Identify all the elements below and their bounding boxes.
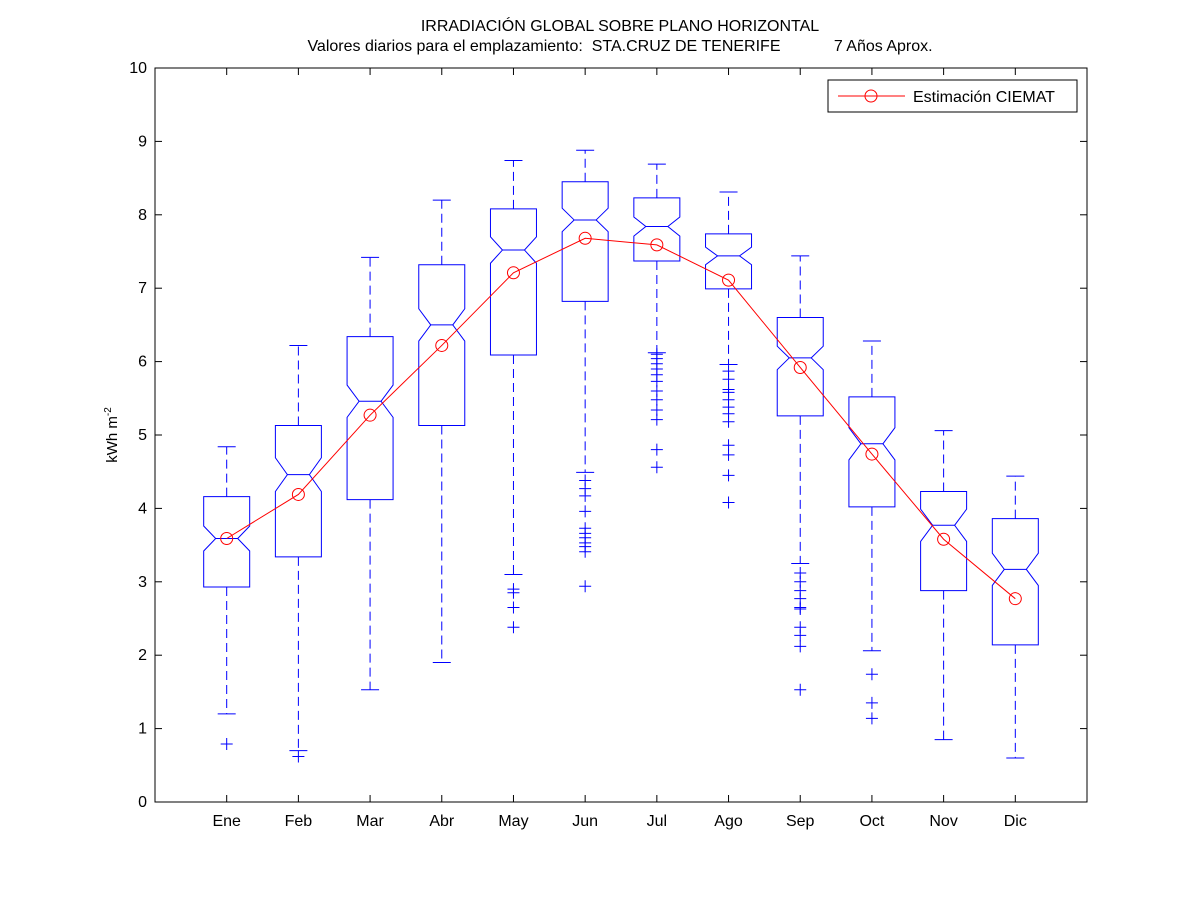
y-tick-label: 3 bbox=[138, 574, 147, 591]
notched-box bbox=[848, 396, 896, 508]
outlier-marker bbox=[507, 586, 520, 599]
outlier-marker bbox=[722, 373, 735, 386]
boxplot-mar bbox=[346, 256, 394, 691]
y-axis-label-superscript: -2 bbox=[103, 407, 114, 416]
chart-subtitle: Valores diarios para el emplazamiento: S… bbox=[307, 38, 933, 55]
y-tick-label: 10 bbox=[129, 60, 147, 77]
outlier-marker bbox=[722, 469, 735, 482]
y-tick-label: 7 bbox=[138, 280, 147, 297]
boxplot-oct bbox=[848, 340, 896, 725]
outlier-marker bbox=[579, 580, 592, 593]
y-axis-label: kWh m-2 bbox=[103, 407, 121, 463]
x-tick-label: Nov bbox=[929, 813, 957, 830]
boxplot-sep bbox=[776, 255, 824, 696]
outlier-marker bbox=[220, 738, 233, 751]
outlier-marker bbox=[794, 602, 807, 615]
outlier-marker bbox=[579, 489, 592, 502]
legend-label: Estimación CIEMAT bbox=[913, 89, 1055, 106]
axes-frame bbox=[154, 67, 1088, 803]
series-line-estimacion bbox=[226, 237, 1016, 600]
notched-box bbox=[633, 197, 681, 262]
x-tick-label: Oct bbox=[859, 813, 884, 830]
boxplot-may bbox=[489, 159, 537, 634]
x-tick-label: Abr bbox=[429, 813, 455, 830]
notched-box bbox=[776, 317, 824, 417]
series-point-estimacion bbox=[1008, 592, 1022, 606]
notched-box bbox=[489, 208, 537, 356]
boxplot-nov bbox=[920, 430, 968, 741]
x-tick-label: Dic bbox=[1004, 813, 1027, 830]
outlier-marker bbox=[865, 668, 878, 681]
notched-box bbox=[274, 424, 322, 558]
notched-box bbox=[705, 233, 753, 290]
outlier-marker bbox=[865, 696, 878, 709]
x-tick-label: May bbox=[498, 813, 528, 830]
y-tick-label: 4 bbox=[138, 500, 147, 517]
outlier-marker bbox=[794, 683, 807, 696]
series-point-estimacion bbox=[937, 532, 951, 546]
boxplot-ago bbox=[705, 191, 753, 509]
outlier-marker bbox=[650, 413, 663, 426]
series-point-estimacion bbox=[506, 266, 520, 280]
legend-marker-circle bbox=[864, 89, 878, 103]
boxplot-dic bbox=[991, 475, 1039, 759]
notched-box bbox=[346, 336, 394, 501]
y-tick-label: 6 bbox=[138, 354, 147, 371]
outlier-marker bbox=[507, 601, 520, 614]
chart-title: IRRADIACIÓN GLOBAL SOBRE PLANO HORIZONTA… bbox=[420, 18, 820, 35]
y-tick-label: 8 bbox=[138, 207, 147, 224]
x-tick-label: Mar bbox=[356, 813, 384, 830]
outlier-marker bbox=[507, 621, 520, 634]
notched-box bbox=[203, 496, 251, 588]
outlier-marker bbox=[650, 393, 663, 406]
y-tick-label: 5 bbox=[138, 427, 147, 444]
outlier-marker bbox=[794, 629, 807, 642]
x-tick-label: Jul bbox=[647, 813, 667, 830]
x-tick-label: Ene bbox=[212, 813, 241, 830]
boxplot-abr bbox=[418, 199, 466, 664]
series-point-estimacion bbox=[650, 238, 664, 252]
y-tick-label: 0 bbox=[138, 794, 147, 811]
boxplot-feb bbox=[274, 344, 322, 763]
x-tick-label: Ago bbox=[714, 813, 743, 830]
boxplot-jul bbox=[633, 163, 681, 474]
outlier-marker bbox=[650, 443, 663, 456]
series-point-estimacion bbox=[363, 408, 377, 422]
series-point-estimacion bbox=[865, 447, 879, 461]
legend: Estimación CIEMAT bbox=[827, 79, 1078, 113]
x-tick-label: Jun bbox=[572, 813, 598, 830]
notched-box bbox=[561, 181, 609, 302]
outlier-marker bbox=[794, 640, 807, 653]
series-point-estimacion bbox=[220, 531, 234, 545]
y-tick-label: 9 bbox=[138, 133, 147, 150]
series-point-estimacion bbox=[291, 487, 305, 501]
outlier-marker bbox=[579, 505, 592, 518]
y-tick-label: 1 bbox=[138, 721, 147, 738]
notched-box bbox=[418, 264, 466, 426]
outlier-marker bbox=[865, 712, 878, 725]
x-tick-label: Sep bbox=[786, 813, 815, 830]
boxplot-ene bbox=[203, 446, 251, 751]
series-point-estimacion bbox=[793, 360, 807, 374]
outlier-marker bbox=[579, 545, 592, 558]
outlier-marker bbox=[650, 461, 663, 474]
y-axis-label-base: kWh m bbox=[104, 416, 121, 463]
outlier-marker bbox=[292, 750, 305, 763]
boxplot-jun bbox=[561, 149, 609, 593]
series-point-estimacion bbox=[722, 273, 736, 287]
x-tick-label: Feb bbox=[285, 813, 313, 830]
series-point-estimacion bbox=[435, 338, 449, 352]
plot-area: 0 1 2 3 4 5 6 7 8 9 10 Ene Feb Mar Abr May Jun Jul Ago Sep O… bbox=[129, 60, 1088, 830]
series-point-estimacion bbox=[578, 231, 592, 245]
outlier-marker bbox=[722, 496, 735, 509]
notched-box bbox=[991, 518, 1039, 646]
y-tick-label: 2 bbox=[138, 647, 147, 664]
outlier-marker bbox=[722, 415, 735, 428]
outlier-marker bbox=[722, 448, 735, 461]
notched-box bbox=[920, 491, 968, 592]
